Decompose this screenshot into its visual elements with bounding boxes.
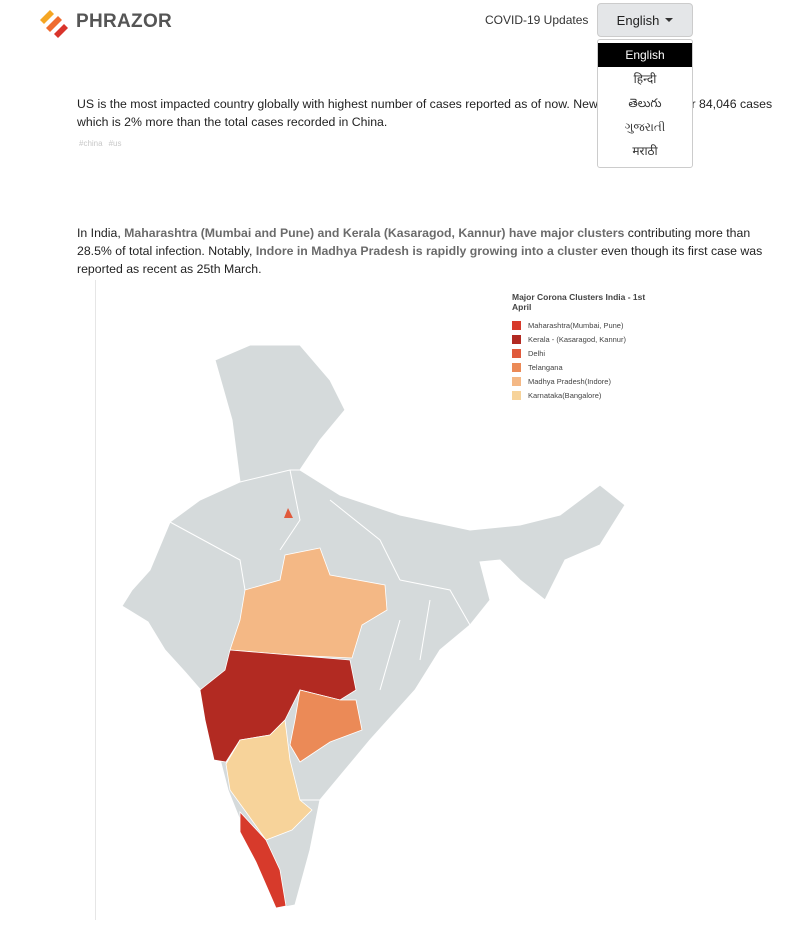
legend-swatch xyxy=(512,348,521,358)
text: In India, xyxy=(77,226,125,240)
tags: #china #us xyxy=(79,139,121,148)
legend-label: Kerala - (Kasaragod, Kannur) xyxy=(528,334,626,344)
legend-swatch xyxy=(512,362,521,372)
legend-item: Maharashtra(Mumbai, Pune) xyxy=(512,318,652,332)
language-option[interactable]: हिन्दी xyxy=(633,72,657,86)
nav-link[interactable]: COVID-19 Updates xyxy=(485,13,589,27)
language-option[interactable]: ગુજરાતી xyxy=(624,120,666,134)
text: contributing more than 28.5% of total in… xyxy=(77,226,751,258)
language-menu: English हिन्दी తెలుగు ગુજરાતી मराठी xyxy=(597,39,693,168)
language-button[interactable]: English xyxy=(597,3,693,37)
legend-item: Telangana xyxy=(512,360,652,374)
tag[interactable]: #china xyxy=(79,139,103,148)
legend-swatch xyxy=(512,320,521,330)
legend-label: Karnataka(Bangalore) xyxy=(528,390,602,400)
highlight-text: Maharashtra (Mumbai and Pune) and Kerala… xyxy=(124,226,625,240)
brand[interactable]: PHRAZOR xyxy=(76,11,173,32)
language-button-label: English xyxy=(616,12,660,28)
legend-label: Telangana xyxy=(528,362,563,372)
language-option[interactable]: English xyxy=(598,43,692,67)
legend-item: Madhya Pradesh(Indore) xyxy=(512,374,652,388)
paragraph: In India, Maharashtra (Mumbai and Pune) … xyxy=(77,224,782,278)
highlight-text: Indore in Madhya Pradesh is rapidly grow… xyxy=(255,244,598,258)
legend-label: Delhi xyxy=(528,348,546,358)
legend-swatch xyxy=(512,390,521,400)
region xyxy=(289,689,363,763)
region xyxy=(225,719,313,841)
map-border xyxy=(95,280,96,920)
legend-swatch xyxy=(512,376,521,386)
india-outline xyxy=(121,344,626,909)
language-option[interactable]: తెలుగు xyxy=(628,96,662,110)
region xyxy=(239,810,287,909)
legend-item: Kerala - (Kasaragod, Kannur) xyxy=(512,332,652,346)
region xyxy=(284,508,293,518)
text: even though its first case was reported … xyxy=(77,244,763,276)
state-lines xyxy=(169,469,471,801)
language-option[interactable]: मराठी xyxy=(632,144,658,158)
legend-swatch xyxy=(512,334,521,344)
legend-item: Delhi xyxy=(512,346,652,360)
tag[interactable]: #us xyxy=(108,139,122,148)
india-map xyxy=(121,344,626,909)
legend-title: Major Corona Clusters India - 1st April xyxy=(512,292,646,312)
legend-label: Madhya Pradesh(Indore) xyxy=(528,376,611,386)
caret xyxy=(665,18,674,22)
legend-item: Karnataka(Bangalore) xyxy=(512,388,652,402)
legend: Major Corona Clusters India - 1st April … xyxy=(512,292,652,402)
legend-label: Maharashtra(Mumbai, Pune) xyxy=(528,320,624,330)
logo-icon xyxy=(40,10,68,38)
